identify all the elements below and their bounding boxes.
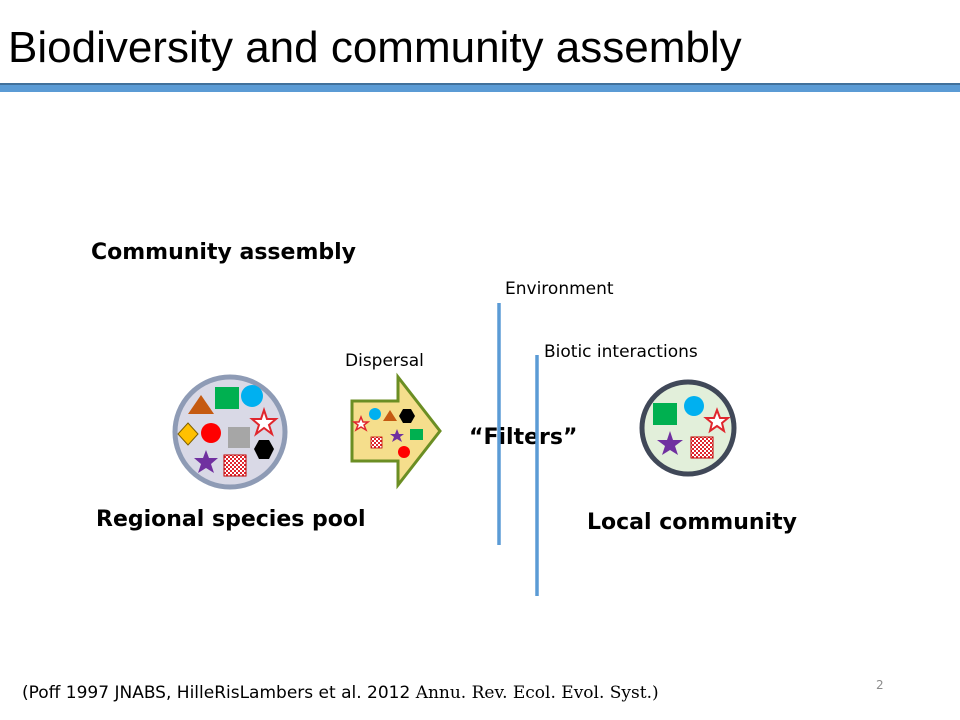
star-icon <box>657 431 683 455</box>
square-icon <box>228 427 250 448</box>
dispersal-arrow <box>350 372 442 490</box>
citation-journal: Annu. Rev. Ecol. Evol. Syst. <box>415 683 652 703</box>
circle-icon <box>684 396 704 416</box>
star-outline-icon <box>249 406 279 437</box>
community-assembly-heading: Community assembly <box>91 240 356 265</box>
star-outline-icon <box>351 414 371 432</box>
star-outline-icon <box>703 407 731 434</box>
circle-icon <box>398 446 410 458</box>
circle-icon <box>201 423 221 443</box>
diamond-icon <box>177 422 199 446</box>
triangle-icon <box>383 410 397 421</box>
citation-authors: (Poff 1997 JNABS, HilleRisLambers et al.… <box>22 683 416 703</box>
title-underline <box>0 83 960 92</box>
checkered-square-icon <box>223 454 247 477</box>
hexagon-icon <box>254 440 274 459</box>
star-icon <box>194 450 218 473</box>
star-icon <box>390 429 404 442</box>
slide-title: Biodiversity and community assembly <box>8 23 742 72</box>
hexagon-icon <box>399 409 415 423</box>
circle-icon <box>369 408 381 420</box>
biotic-interactions-label: Biotic interactions <box>544 342 698 362</box>
local-community-label: Local community <box>587 510 797 535</box>
circle-icon <box>241 385 263 407</box>
filters-label: “Filters” <box>469 425 578 450</box>
citation: (Poff 1997 JNABS, HilleRisLambers et al.… <box>22 683 659 703</box>
checkered-square-icon <box>690 436 714 459</box>
local-community <box>639 379 737 477</box>
environment-label: Environment <box>505 279 614 299</box>
square-icon <box>215 387 239 409</box>
page-number: 2 <box>876 678 884 692</box>
citation-close: ) <box>652 683 659 703</box>
regional-species-pool-label: Regional species pool <box>96 507 366 532</box>
triangle-icon <box>188 395 214 414</box>
square-icon <box>653 403 677 425</box>
checkered-square-icon <box>370 436 383 449</box>
dispersal-label: Dispersal <box>345 351 424 371</box>
regional-species-pool <box>172 374 288 490</box>
square-icon <box>410 429 423 440</box>
